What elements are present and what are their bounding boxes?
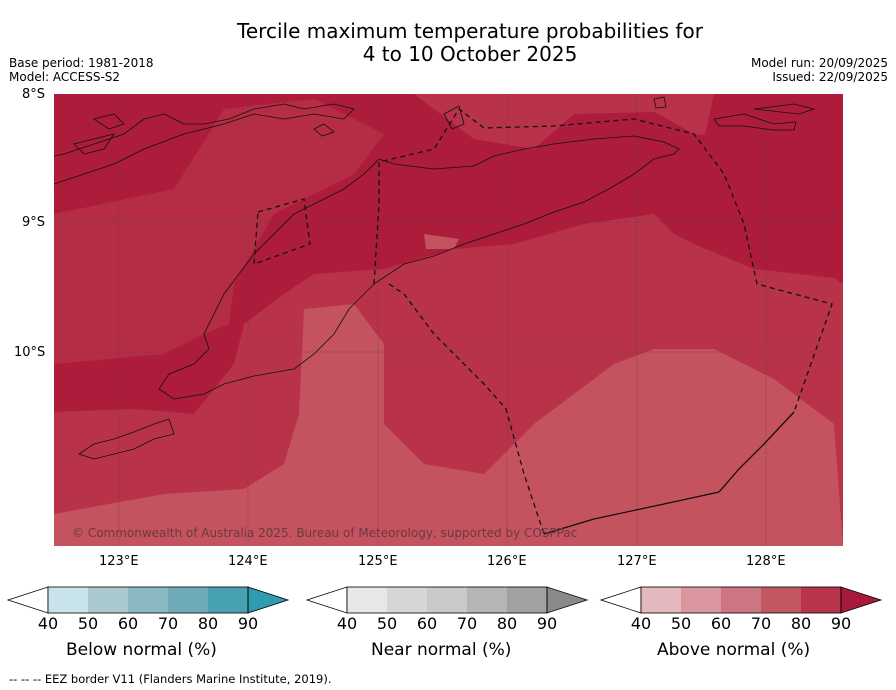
colorbar-tick-label: 80 <box>197 614 219 633</box>
region-above-80-90-east <box>674 134 843 284</box>
colorbar-outline <box>640 586 842 614</box>
graticule <box>54 94 843 546</box>
colorbar-upper-extend <box>840 586 883 614</box>
lon-label-123e: 123°E <box>99 554 139 569</box>
colorbar-upper-extend <box>247 586 290 614</box>
lon-label-127e: 127°E <box>617 554 657 569</box>
colorbar-segment <box>48 587 88 613</box>
colorbar-lower-extend <box>599 586 642 614</box>
footer-note: -- -- -- EEZ border V11 (Flanders Marine… <box>9 672 332 686</box>
region-above-60-70-south <box>54 304 843 546</box>
lon-label-128e: 128°E <box>746 554 786 569</box>
colorbar-segment <box>681 587 721 613</box>
colorbar-segment <box>467 587 507 613</box>
base-period: Base period: 1981-2018 <box>9 56 154 70</box>
lat-label-10s: 10°S <box>14 345 46 360</box>
colorbar-tick-label: 60 <box>710 614 732 633</box>
colorbar-segment <box>128 587 168 613</box>
region-sw <box>54 419 144 504</box>
colorbar-segment <box>427 587 467 613</box>
colorbar-label-near: Near normal (%) <box>371 640 512 660</box>
colorbar-segment <box>208 587 248 613</box>
colorbar-label-below: Below normal (%) <box>66 640 217 660</box>
colorbar-segment <box>641 587 681 613</box>
issued-date: Issued: 22/09/2025 <box>772 70 888 84</box>
colorbar-tick-label: 70 <box>456 614 478 633</box>
colorbar-tick-label: 70 <box>157 614 179 633</box>
colorbars <box>6 586 883 614</box>
lon-label-124e: 124°E <box>228 554 268 569</box>
colorbar-segment <box>721 587 761 613</box>
colorbar-tick-label: 90 <box>830 614 852 633</box>
colorbar-segment <box>801 587 841 613</box>
colorbar-tick-label: 60 <box>416 614 438 633</box>
colorbar-segment <box>168 587 208 613</box>
colorbar-tick-label: 50 <box>376 614 398 633</box>
colorbar-tick-label: 40 <box>630 614 652 633</box>
colorbar-tick-label: 40 <box>37 614 59 633</box>
copyright-notice: © Commonwealth of Australia 2025. Bureau… <box>72 526 577 540</box>
lat-label-9s: 9°S <box>22 215 46 230</box>
colorbar-label-above: Above normal (%) <box>657 640 811 660</box>
colorbar-tick-label: 80 <box>790 614 812 633</box>
colorbar-tick-label: 40 <box>336 614 358 633</box>
colorbar-tick-label: 80 <box>496 614 518 633</box>
meta-left: Base period: 1981-2018 Model: ACCESS-S2 <box>9 56 154 84</box>
region-small-patch <box>424 234 459 249</box>
colorbar-tick-label: 50 <box>670 614 692 633</box>
map-title: Tercile maximum temperature probabilitie… <box>0 20 896 66</box>
eez-border-solid <box>543 411 795 535</box>
coastline <box>54 96 816 460</box>
model-run: Model run: 20/09/2025 <box>750 56 888 70</box>
colorbar-tick-label: 60 <box>117 614 139 633</box>
colorbar-below-normal <box>6 586 290 614</box>
colorbar-tick-label: 50 <box>77 614 99 633</box>
lon-label-125e: 125°E <box>358 554 398 569</box>
colorbar-above-normal <box>599 586 883 614</box>
lat-label-8s: 8°S <box>22 87 46 102</box>
lon-label-126e: 126°E <box>487 554 527 569</box>
colorbar-segment <box>761 587 801 613</box>
colorbar-outline <box>47 586 249 614</box>
colorbar-upper-extend <box>546 586 589 614</box>
colorbar-tick-label: 70 <box>750 614 772 633</box>
colorbar-near-normal <box>305 586 589 614</box>
probability-map: © Commonwealth of Australia 2025. Bureau… <box>54 94 843 546</box>
colorbar-lower-extend <box>6 586 49 614</box>
colorbar-segment <box>507 587 547 613</box>
colorbar-tick-label: 90 <box>536 614 558 633</box>
colorbar-segment <box>387 587 427 613</box>
title-line-1: Tercile maximum temperature probabilitie… <box>237 19 703 43</box>
title-line-2: 4 to 10 October 2025 <box>362 42 578 66</box>
colorbar-lower-extend <box>305 586 348 614</box>
eez-border <box>253 108 833 535</box>
colorbar-outline <box>346 586 548 614</box>
region-above-70-80-west <box>54 99 384 364</box>
meta-right: Model run: 20/09/2025 Issued: 22/09/2025 <box>751 56 888 84</box>
colorbar-tick-label: 90 <box>237 614 259 633</box>
colorbar-segment <box>88 587 128 613</box>
model-name: Model: ACCESS-S2 <box>9 70 121 84</box>
colorbar-segment <box>347 587 387 613</box>
